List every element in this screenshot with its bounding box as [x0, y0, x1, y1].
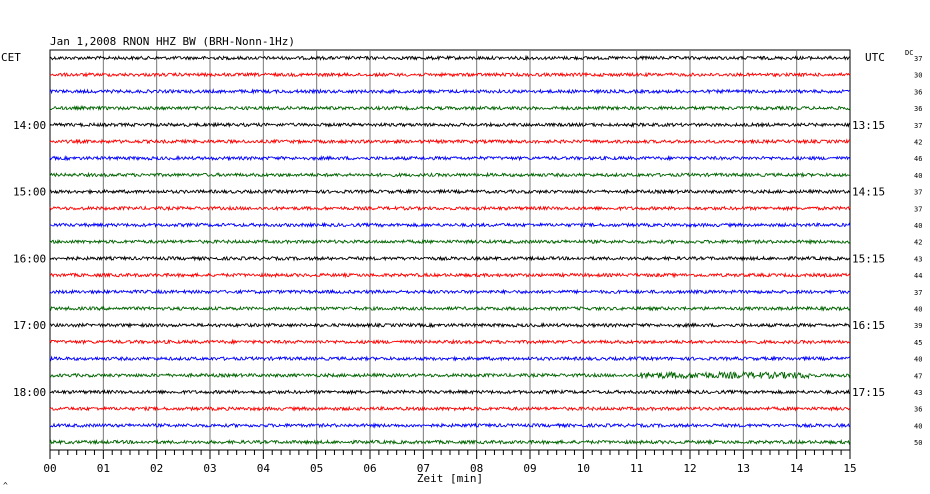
- x-axis-label: Zeit [min]: [417, 472, 483, 485]
- dc-offset-value: 40: [914, 172, 922, 180]
- trace-line: [50, 271, 851, 279]
- trace-line: [49, 255, 851, 262]
- trace-line: [49, 154, 851, 162]
- x-tick-label: 10: [577, 462, 590, 475]
- x-tick-label: 00: [43, 462, 56, 475]
- dc-offset-value: 36: [914, 88, 922, 96]
- trace-line: [49, 305, 851, 312]
- dc-offset-value: 40: [914, 306, 922, 314]
- trace-line: [49, 238, 851, 246]
- dc-offset-value: 43: [914, 389, 922, 397]
- trace-line: [49, 204, 851, 212]
- x-tick-label: 01: [97, 462, 110, 475]
- x-tick-label: 03: [203, 462, 216, 475]
- dc-offset-value: 40: [914, 422, 922, 430]
- trace-line: [49, 121, 851, 129]
- dc-offset-value: 37: [914, 289, 922, 297]
- dc-offset-value: 39: [914, 322, 922, 330]
- dc-offset-value: 37: [914, 189, 922, 197]
- dc-offset-value: 37: [914, 122, 922, 130]
- dc-offset-value: 46: [914, 155, 922, 163]
- trace-line: [49, 221, 851, 228]
- dc-header-label: DC: [905, 49, 913, 57]
- trace-line: [49, 355, 851, 362]
- hour-label-right: 17:15: [852, 386, 885, 399]
- dc-offset-value: 43: [914, 255, 922, 263]
- x-tick-label: 09: [523, 462, 536, 475]
- footer-mark: ^: [3, 481, 8, 490]
- hour-label-left: 16:00: [13, 252, 46, 265]
- dc-offset-value: 37: [914, 205, 922, 213]
- left-timezone-label: CET: [1, 51, 21, 64]
- trace-line: [49, 88, 851, 95]
- dc-offset-value: 47: [914, 372, 922, 380]
- dc-offset-value: 40: [914, 356, 922, 364]
- hour-label-left: 18:00: [13, 386, 46, 399]
- x-tick-label: 07: [417, 462, 430, 475]
- hour-label-left: 15:00: [13, 186, 46, 199]
- trace-line: [49, 422, 851, 429]
- dc-offset-value: 42: [914, 239, 922, 247]
- trace-line: [49, 338, 851, 346]
- trace-line: [50, 388, 851, 396]
- trace-line: [49, 405, 851, 412]
- hour-label-right: 15:15: [852, 252, 885, 265]
- x-tick-label: 13: [737, 462, 750, 475]
- x-tick-label: 14: [790, 462, 804, 475]
- chart-title: Jan 1,2008 RNON HHZ BW (BRH-Nonn-1Hz): [50, 35, 295, 48]
- x-tick-label: 11: [630, 462, 643, 475]
- dc-offset-value: 36: [914, 105, 922, 113]
- dc-offset-value: 36: [914, 406, 922, 414]
- dc-offset-value: 50: [914, 439, 922, 447]
- hour-label-right: 14:15: [852, 186, 885, 199]
- x-tick-label: 04: [257, 462, 271, 475]
- trace-line: [49, 171, 851, 179]
- x-tick-label: 08: [470, 462, 483, 475]
- trace-line: [49, 288, 851, 295]
- x-tick-label: 15: [843, 462, 856, 475]
- right-timezone-label: UTC: [865, 51, 885, 64]
- trace-line: [49, 54, 851, 62]
- trace-line: [49, 188, 851, 195]
- trace-line: [49, 321, 851, 329]
- hour-label-right: 16:15: [852, 319, 885, 332]
- x-tick-label: 06: [363, 462, 376, 475]
- hour-label-left: 14:00: [13, 119, 46, 132]
- trace-line: [49, 438, 851, 446]
- dc-offset-value: 42: [914, 139, 922, 147]
- trace-line: [49, 104, 851, 112]
- x-tick-label: 12: [683, 462, 696, 475]
- x-tick-label: 05: [310, 462, 323, 475]
- hour-label-left: 17:00: [13, 319, 46, 332]
- dc-offset-value: 37: [914, 55, 922, 63]
- hour-label-right: 13:15: [852, 119, 885, 132]
- trace-line: [49, 370, 851, 380]
- dc-offset-value: 44: [914, 272, 922, 280]
- trace-line: [49, 71, 851, 78]
- dc-offset-value: 45: [914, 339, 922, 347]
- plot-frame: [49, 49, 851, 451]
- trace-line: [49, 138, 851, 145]
- dc-offset-value: 40: [914, 222, 922, 230]
- x-tick-label: 02: [150, 462, 163, 475]
- dc-offset-value: 30: [914, 72, 922, 80]
